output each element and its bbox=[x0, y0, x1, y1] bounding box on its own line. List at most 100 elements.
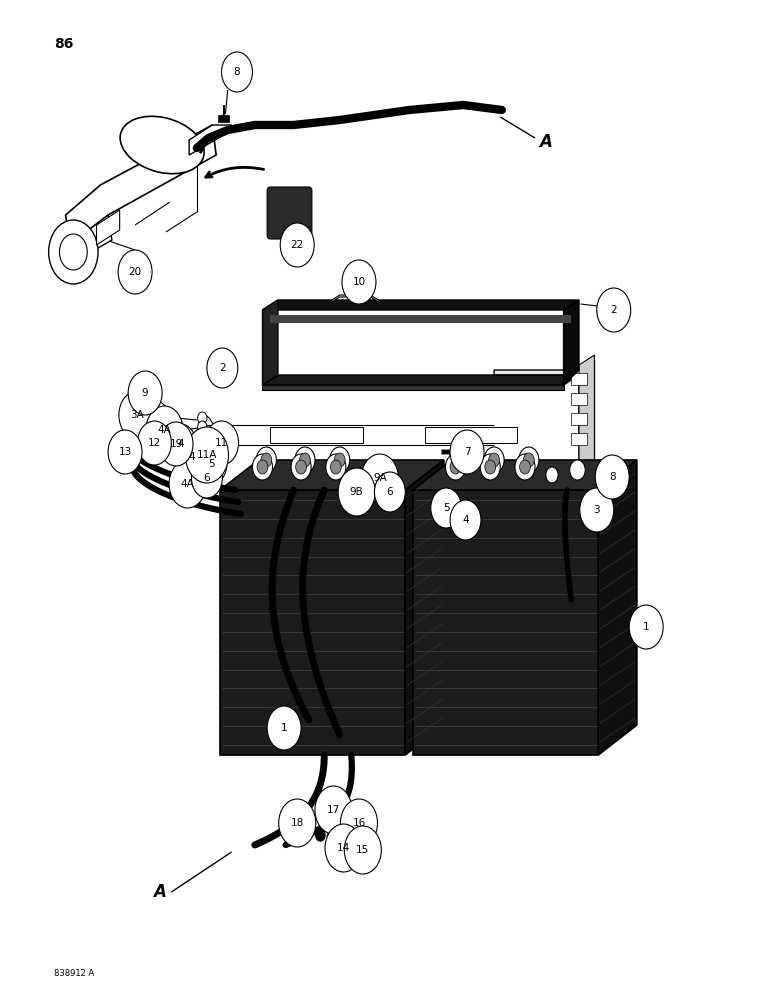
Circle shape bbox=[200, 429, 209, 441]
Polygon shape bbox=[564, 300, 579, 385]
Text: 2: 2 bbox=[611, 305, 617, 315]
Circle shape bbox=[198, 412, 207, 424]
Circle shape bbox=[520, 460, 530, 474]
Text: 838912 A: 838912 A bbox=[54, 969, 94, 978]
Text: 22: 22 bbox=[290, 240, 304, 250]
Circle shape bbox=[146, 406, 183, 454]
Circle shape bbox=[261, 453, 272, 467]
Text: 15: 15 bbox=[356, 845, 370, 855]
Bar bbox=[425, 427, 517, 443]
Circle shape bbox=[445, 454, 466, 480]
Polygon shape bbox=[413, 460, 637, 490]
Text: 2: 2 bbox=[219, 363, 225, 373]
Circle shape bbox=[580, 488, 614, 532]
Circle shape bbox=[327, 831, 337, 843]
Circle shape bbox=[165, 424, 196, 464]
Circle shape bbox=[59, 234, 87, 270]
Circle shape bbox=[450, 460, 461, 474]
Circle shape bbox=[119, 391, 156, 439]
Circle shape bbox=[484, 447, 504, 473]
Polygon shape bbox=[69, 215, 112, 260]
Bar bbox=[571, 373, 587, 385]
Polygon shape bbox=[332, 295, 378, 302]
Circle shape bbox=[523, 453, 534, 467]
Circle shape bbox=[256, 447, 276, 473]
Polygon shape bbox=[270, 315, 571, 323]
Text: 4: 4 bbox=[189, 452, 195, 462]
Circle shape bbox=[267, 706, 301, 750]
Circle shape bbox=[326, 454, 346, 480]
Circle shape bbox=[519, 447, 539, 473]
Text: 7: 7 bbox=[464, 447, 470, 457]
Polygon shape bbox=[494, 360, 594, 465]
Circle shape bbox=[257, 460, 268, 474]
Polygon shape bbox=[262, 300, 278, 385]
Text: 4A: 4A bbox=[157, 425, 171, 435]
Circle shape bbox=[570, 460, 585, 480]
Circle shape bbox=[128, 371, 162, 415]
Circle shape bbox=[344, 826, 381, 874]
Circle shape bbox=[338, 468, 375, 516]
Text: 8: 8 bbox=[234, 67, 240, 77]
Circle shape bbox=[450, 430, 484, 474]
Polygon shape bbox=[220, 490, 405, 755]
Polygon shape bbox=[405, 460, 444, 755]
Circle shape bbox=[597, 288, 631, 332]
Text: 9: 9 bbox=[142, 388, 148, 398]
Text: 8: 8 bbox=[609, 472, 615, 482]
Text: 20: 20 bbox=[128, 267, 142, 277]
Ellipse shape bbox=[120, 116, 204, 174]
Text: 14: 14 bbox=[337, 843, 350, 853]
Text: 86: 86 bbox=[54, 37, 73, 51]
Polygon shape bbox=[579, 355, 594, 475]
Bar bbox=[218, 115, 229, 122]
Polygon shape bbox=[262, 385, 564, 390]
Text: A: A bbox=[539, 133, 552, 151]
Bar bbox=[571, 413, 587, 425]
Circle shape bbox=[325, 824, 362, 872]
Circle shape bbox=[485, 460, 496, 474]
Circle shape bbox=[330, 447, 350, 473]
Text: 4: 4 bbox=[178, 439, 184, 449]
Circle shape bbox=[489, 453, 499, 467]
Text: 1: 1 bbox=[643, 622, 649, 632]
Circle shape bbox=[315, 786, 352, 834]
Circle shape bbox=[198, 421, 207, 433]
Circle shape bbox=[177, 437, 208, 477]
Circle shape bbox=[342, 260, 376, 304]
Polygon shape bbox=[262, 375, 579, 385]
Text: 18: 18 bbox=[290, 818, 304, 828]
Bar bbox=[270, 427, 363, 443]
Circle shape bbox=[185, 427, 229, 483]
Circle shape bbox=[291, 454, 311, 480]
Polygon shape bbox=[189, 125, 232, 155]
Circle shape bbox=[546, 467, 558, 483]
Bar bbox=[571, 393, 587, 405]
Circle shape bbox=[454, 453, 465, 467]
Text: 9B: 9B bbox=[350, 487, 364, 497]
Text: 17: 17 bbox=[327, 805, 340, 815]
Text: 3: 3 bbox=[594, 505, 600, 515]
Text: 19: 19 bbox=[169, 439, 183, 449]
Text: 16: 16 bbox=[352, 818, 366, 828]
Text: 3A: 3A bbox=[130, 410, 144, 420]
Text: 11A: 11A bbox=[197, 450, 217, 460]
Circle shape bbox=[629, 605, 663, 649]
Text: 6: 6 bbox=[387, 487, 393, 497]
Text: 4A: 4A bbox=[181, 479, 195, 489]
Circle shape bbox=[300, 826, 310, 838]
Circle shape bbox=[252, 454, 273, 480]
Text: 5: 5 bbox=[208, 459, 215, 469]
Circle shape bbox=[374, 472, 405, 512]
Circle shape bbox=[205, 421, 239, 465]
Circle shape bbox=[431, 488, 462, 528]
Circle shape bbox=[595, 455, 629, 499]
Circle shape bbox=[480, 454, 500, 480]
Circle shape bbox=[361, 454, 398, 502]
Polygon shape bbox=[96, 210, 120, 245]
Circle shape bbox=[222, 52, 252, 92]
Text: 4: 4 bbox=[462, 515, 469, 525]
Text: 11: 11 bbox=[215, 438, 229, 448]
Circle shape bbox=[169, 460, 206, 508]
Circle shape bbox=[300, 453, 310, 467]
